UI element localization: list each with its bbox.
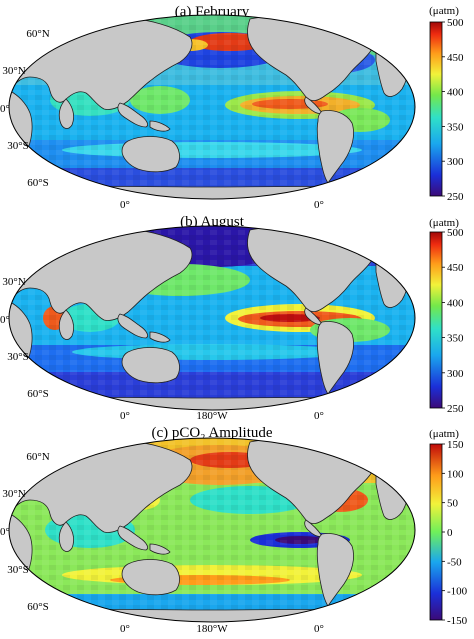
lat-label: 30°N <box>2 276 25 288</box>
colorbar-unit: (μatm) <box>429 5 459 17</box>
lon-label: 0° <box>120 199 130 211</box>
colorbar-tick-label: -150 <box>447 615 468 627</box>
colorbar-tick-label: -50 <box>447 556 462 568</box>
lon-label: 180°W <box>196 410 228 422</box>
colorbar-tick-label: 400 <box>447 297 464 309</box>
lat-label: 0° <box>0 103 10 115</box>
lat-label: 30°N <box>2 488 25 500</box>
colorbar-unit: (μatm) <box>429 428 459 440</box>
colorbar-amplitude: (μatm) 150 100 50 0 -50 -100 -150 <box>429 428 468 627</box>
lon-label: 0° <box>314 410 324 422</box>
lon-label: 0° <box>314 199 324 211</box>
lat-label: 0° <box>0 526 10 538</box>
colorbar-tick-label: 350 <box>447 121 464 133</box>
lat-label: 60°S <box>27 388 49 400</box>
lat-label: 60°S <box>27 177 49 189</box>
colorbar-tick-label: 300 <box>447 156 464 168</box>
lat-label: 30°S <box>7 564 29 576</box>
lon-label: 180°W <box>196 623 228 635</box>
lat-label: 0° <box>0 314 10 326</box>
lat-label: 30°S <box>7 351 29 363</box>
lat-label: 60°S <box>27 601 49 613</box>
lon-label: 0° <box>120 623 130 635</box>
lon-label: 0° <box>314 623 324 635</box>
colorbar-tick-label: 250 <box>447 191 464 203</box>
colorbar-august: (μatm) 500 450 400 350 300 250 <box>429 217 464 415</box>
map-february <box>9 15 415 199</box>
colorbar-tick-label: 50 <box>447 498 459 510</box>
colorbar-tick-label: 450 <box>447 52 464 64</box>
map-amplitude <box>9 438 415 622</box>
colorbar-tick-label: -100 <box>447 586 468 598</box>
colorbar-tick-label: 150 <box>447 439 464 451</box>
panel-august: (b) August 30°N 0° 30°S 60°S 0° 180°W 0° <box>0 214 464 422</box>
lat-label: 30°S <box>7 140 29 152</box>
lat-label: 60°N <box>26 28 49 40</box>
panel-february: (a) February 60°N 30°N 0° 30°S <box>0 4 464 211</box>
lat-label: 60°N <box>26 451 49 463</box>
colorbar-tick-label: 500 <box>447 227 464 239</box>
colorbar-unit: (μatm) <box>429 217 459 229</box>
lat-label: 30°N <box>2 65 25 77</box>
lon-label: 0° <box>120 410 130 422</box>
colorbar-february: (μatm) 500 450 400 350 300 250 <box>429 5 464 203</box>
colorbar-tick-label: 500 <box>447 17 464 29</box>
colorbar-tick-label: 400 <box>447 87 464 99</box>
colorbar-tick-label: 100 <box>447 468 464 480</box>
colorbar-tick-label: 250 <box>447 403 464 415</box>
colorbar-tick-label: 450 <box>447 262 464 274</box>
panel-amplitude: (c) pCO₂ Amplitude 60°N 30°N 0° 30°S 60°… <box>0 425 468 635</box>
colorbar-tick-label: 350 <box>447 333 464 345</box>
colorbar-tick-label: 0 <box>447 527 453 539</box>
colorbar-tick-label: 300 <box>447 368 464 380</box>
panel-title-amplitude: (c) pCO₂ Amplitude <box>151 425 272 441</box>
